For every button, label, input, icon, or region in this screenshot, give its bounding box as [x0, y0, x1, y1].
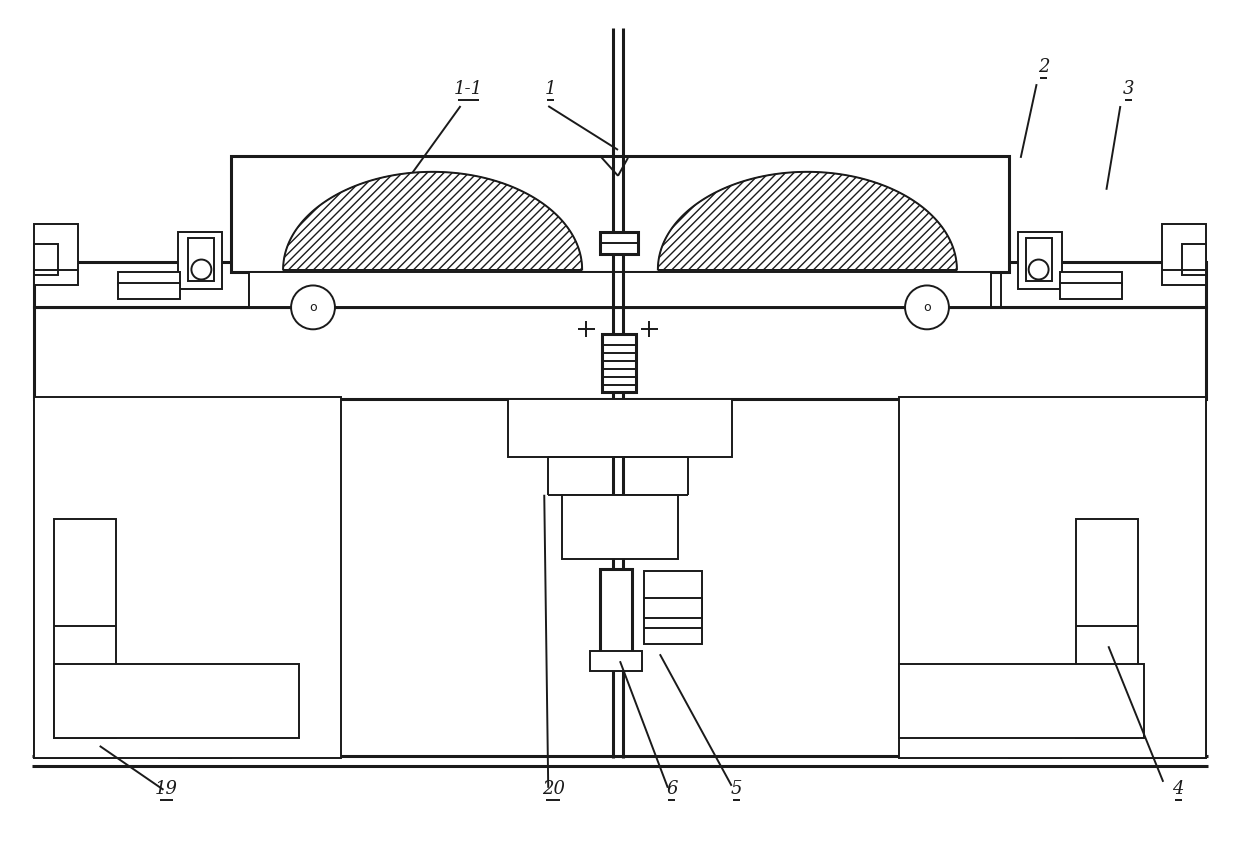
Bar — [590, 651, 642, 671]
Bar — [1162, 224, 1207, 285]
Text: o: o — [923, 301, 931, 314]
Circle shape — [291, 285, 335, 329]
Bar — [1076, 518, 1138, 738]
Circle shape — [905, 285, 949, 329]
Bar — [1017, 402, 1050, 746]
Bar — [118, 284, 181, 299]
Bar — [46, 402, 98, 746]
Text: o: o — [309, 301, 317, 314]
Bar — [1059, 272, 1122, 285]
Bar — [600, 568, 632, 656]
Bar — [644, 571, 702, 645]
Bar — [249, 272, 991, 307]
Text: 3: 3 — [1122, 80, 1135, 98]
Bar — [899, 664, 1145, 738]
Bar — [33, 262, 1207, 307]
Bar — [1142, 402, 1194, 746]
Text: 5: 5 — [730, 780, 743, 798]
Bar — [190, 402, 223, 746]
Bar — [1025, 238, 1052, 281]
Bar — [603, 335, 636, 392]
Bar — [33, 244, 58, 275]
Text: 1-1: 1-1 — [454, 80, 484, 98]
Bar — [600, 231, 637, 253]
Circle shape — [1029, 259, 1049, 280]
Bar — [33, 307, 1207, 399]
Polygon shape — [283, 172, 582, 269]
Bar — [899, 397, 1207, 758]
Circle shape — [191, 259, 211, 280]
Bar — [118, 272, 181, 285]
Bar — [53, 518, 115, 738]
Bar — [179, 231, 222, 290]
Bar — [508, 399, 732, 457]
Bar — [33, 397, 341, 758]
Bar — [188, 238, 215, 281]
Bar — [1008, 394, 1060, 758]
Bar — [644, 599, 702, 618]
Bar — [232, 156, 1008, 272]
Bar — [33, 394, 109, 758]
Text: 1: 1 — [544, 80, 556, 98]
Bar — [562, 495, 678, 558]
Text: 2: 2 — [1038, 58, 1049, 76]
Text: 6: 6 — [666, 780, 677, 798]
Text: 19: 19 — [155, 780, 179, 798]
Bar — [33, 224, 78, 285]
Bar — [1182, 244, 1207, 275]
Text: 4: 4 — [1172, 780, 1184, 798]
Bar — [1059, 284, 1122, 299]
Text: 20: 20 — [542, 780, 564, 798]
Bar — [1131, 394, 1207, 758]
Polygon shape — [658, 172, 957, 269]
Bar — [180, 394, 232, 758]
Bar — [53, 664, 299, 738]
Bar — [1018, 231, 1061, 290]
